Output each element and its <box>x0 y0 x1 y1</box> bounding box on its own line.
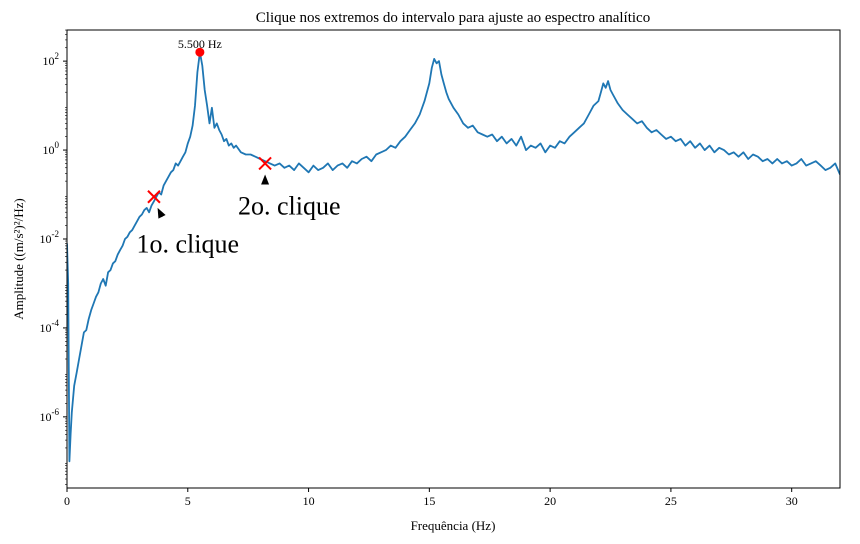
annotation-arrow-head-2 <box>261 174 270 185</box>
x-tick-label: 30 <box>786 494 798 508</box>
plot-area[interactable] <box>67 51 840 463</box>
y-tick-base: 10 <box>43 143 55 157</box>
y-tick-label: 10-2 <box>40 229 60 246</box>
x-tick-label: 25 <box>665 494 677 508</box>
spectrum-series-line-0 <box>67 51 840 463</box>
click-marker-2 <box>258 156 272 171</box>
y-tick-exponent: -6 <box>52 407 60 417</box>
y-tick-exponent: -2 <box>52 229 60 239</box>
y-tick-label: 100 <box>43 140 60 157</box>
click-marker-1 <box>147 190 161 204</box>
annotation-text-1: 1o. clique <box>137 229 240 258</box>
y-axis-label: Amplitude ((m/s²)²/Hz) <box>11 198 26 320</box>
x-tick-label: 15 <box>423 494 435 508</box>
peak-label: 5.500 Hz <box>178 37 222 51</box>
x-tick-label: 20 <box>544 494 556 508</box>
chart-title: Clique nos extremos do intervalo para aj… <box>256 10 650 26</box>
y-tick-base: 10 <box>40 321 52 335</box>
x-tick-label: 0 <box>64 494 70 508</box>
y-tick-exponent: 2 <box>55 51 60 61</box>
y-tick-exponent: 0 <box>55 140 60 150</box>
marker-layer: 5.500 Hz 1o. clique 2o. clique <box>137 37 341 258</box>
y-tick-base: 10 <box>40 232 52 246</box>
plot-frame <box>66 29 841 489</box>
y-tick-label: 10-4 <box>40 318 60 335</box>
click-marker-stroke <box>147 190 161 204</box>
y-tick-base: 10 <box>43 54 55 68</box>
annotation-text-2: 2o. clique <box>238 192 341 221</box>
y-tick-exponent: -4 <box>52 318 60 328</box>
x-axis-label: Frequência (Hz) <box>411 518 496 533</box>
y-tick-base: 10 <box>40 410 52 424</box>
annotation-arrow-head-1 <box>157 207 166 219</box>
y-tick-label: 10-6 <box>40 407 60 424</box>
x-axis: 0 5 10 15 20 25 30 <box>64 488 798 508</box>
click-marker-stroke <box>258 156 272 171</box>
x-tick-label: 10 <box>303 494 315 508</box>
y-tick-label: 102 <box>43 51 60 68</box>
peak-marker <box>195 47 205 57</box>
x-tick-label: 5 <box>185 494 191 508</box>
